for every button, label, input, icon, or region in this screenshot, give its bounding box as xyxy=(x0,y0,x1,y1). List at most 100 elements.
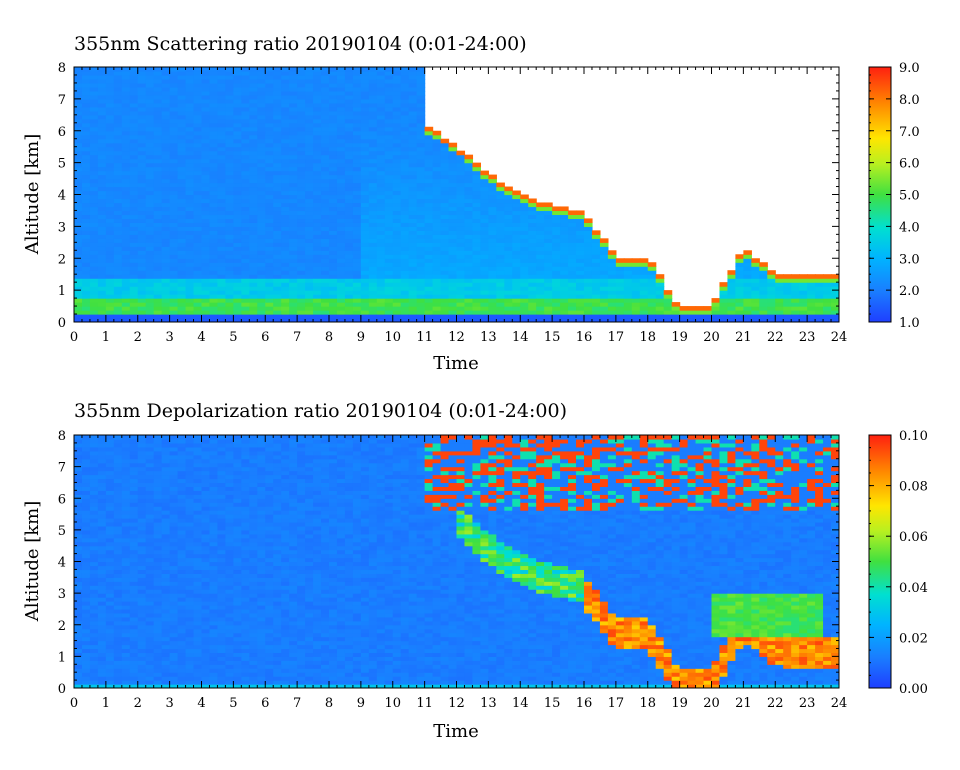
heatmap-cell xyxy=(121,294,131,299)
heatmap-cell xyxy=(289,314,298,319)
heatmap-cell xyxy=(177,138,187,144)
heatmap-cell xyxy=(97,518,107,523)
heatmap-cell xyxy=(823,274,832,279)
heatmap-cell xyxy=(376,142,386,148)
heatmap-cell xyxy=(281,162,290,168)
heatmap-cell xyxy=(129,676,139,681)
heatmap-cell xyxy=(313,294,322,299)
heatmap-cell xyxy=(113,266,123,271)
heatmap-cell xyxy=(536,278,545,283)
heatmap-cell xyxy=(456,294,466,299)
heatmap-cell xyxy=(655,298,665,303)
heatmap-cell xyxy=(408,218,418,223)
heatmap-cell xyxy=(169,282,179,287)
heatmap-cell xyxy=(336,278,346,283)
heatmap-cell xyxy=(655,274,665,279)
heatmap-cell xyxy=(448,314,458,319)
heatmap-cell xyxy=(599,274,609,279)
heatmap-cell xyxy=(233,110,242,116)
heatmap-cell xyxy=(249,290,258,295)
heatmap-cell xyxy=(512,218,521,223)
heatmap-cell xyxy=(408,246,418,251)
heatmap-cell xyxy=(145,561,155,567)
heatmap-cell xyxy=(360,138,370,144)
heatmap-cell xyxy=(568,274,577,279)
heatmap-cell xyxy=(520,202,529,208)
heatmap-cell xyxy=(464,258,474,263)
heatmap-cell xyxy=(113,490,123,495)
y-tick-label: 3 xyxy=(58,220,66,235)
heatmap-cell xyxy=(464,218,474,223)
heatmap-cell xyxy=(169,150,179,156)
heatmap-cell xyxy=(145,246,155,251)
heatmap-cell xyxy=(113,166,123,172)
heatmap-cell xyxy=(552,294,561,299)
heatmap-cell xyxy=(568,222,577,227)
heatmap-cell xyxy=(209,134,219,140)
heatmap-cell xyxy=(472,318,482,322)
heatmap-cell xyxy=(416,150,426,156)
heatmap-cell xyxy=(113,597,123,602)
heatmap-cell xyxy=(97,310,107,315)
heatmap-cell xyxy=(767,290,776,295)
heatmap-cell xyxy=(105,644,115,650)
heatmap-cell xyxy=(329,110,338,116)
heatmap-cell xyxy=(336,98,346,104)
heatmap-cell xyxy=(273,146,282,152)
heatmap-cell xyxy=(233,82,242,88)
heatmap-cell xyxy=(129,126,139,132)
heatmap-cell xyxy=(81,435,91,440)
heatmap-cell xyxy=(464,282,474,287)
heatmap-cell xyxy=(217,250,227,255)
heatmap-cell xyxy=(257,182,266,188)
heatmap-cell xyxy=(591,278,601,283)
heatmap-cell xyxy=(408,238,418,243)
heatmap-cell xyxy=(129,510,139,515)
heatmap-cell xyxy=(201,242,211,247)
heatmap-cell xyxy=(352,286,362,291)
heatmap-cell xyxy=(305,126,314,132)
heatmap-cell xyxy=(105,446,115,452)
heatmap-cell xyxy=(145,525,155,531)
heatmap-cell xyxy=(81,521,91,527)
heatmap-cell xyxy=(89,82,99,88)
heatmap-cell xyxy=(129,274,139,279)
heatmap-cell xyxy=(631,298,641,303)
heatmap-cell xyxy=(488,214,497,220)
heatmap-cell xyxy=(81,150,91,156)
heatmap-cell xyxy=(137,541,147,547)
heatmap-cell xyxy=(137,126,147,132)
heatmap-cell xyxy=(217,74,227,80)
heatmap-cell xyxy=(161,142,171,148)
heatmap-cell xyxy=(321,138,330,144)
heatmap-cell xyxy=(321,202,330,208)
heatmap-cell xyxy=(281,78,290,84)
heatmap-cell xyxy=(89,94,99,100)
heatmap-cell xyxy=(145,490,155,495)
heatmap-cell xyxy=(496,286,505,291)
heatmap-cell xyxy=(305,318,314,322)
heatmap-cell xyxy=(74,222,83,227)
heatmap-cell xyxy=(233,294,242,299)
heatmap-cell xyxy=(257,254,266,259)
heatmap-cell xyxy=(225,230,234,235)
heatmap-cell xyxy=(137,545,147,551)
heatmap-cell xyxy=(153,158,163,164)
heatmap-cell xyxy=(376,238,386,243)
heatmap-cell xyxy=(368,154,378,160)
heatmap-cell xyxy=(257,234,266,239)
heatmap-cell xyxy=(281,110,290,116)
heatmap-cell xyxy=(360,206,370,212)
heatmap-cell xyxy=(129,134,139,140)
heatmap-cell xyxy=(89,612,99,618)
heatmap-cell xyxy=(161,86,171,92)
heatmap-cell xyxy=(791,294,800,299)
heatmap-cell xyxy=(129,612,139,618)
heatmap-cell xyxy=(89,290,99,295)
heatmap-cell xyxy=(305,82,314,88)
heatmap-cell xyxy=(74,510,83,515)
heatmap-cell xyxy=(74,573,83,578)
heatmap-cell xyxy=(607,274,617,279)
heatmap-cell xyxy=(392,126,402,132)
heatmap-cell xyxy=(113,186,123,192)
